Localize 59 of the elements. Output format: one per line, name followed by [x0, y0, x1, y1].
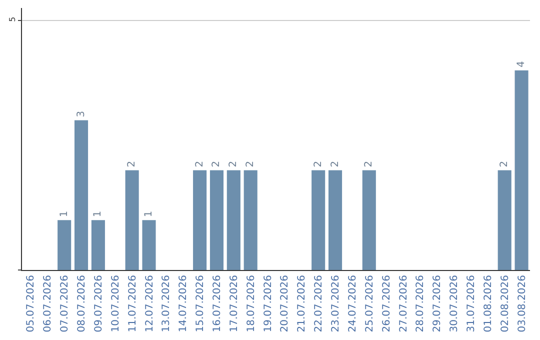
bar: [58, 220, 72, 270]
x-tick-label: 08.07.2026: [76, 275, 88, 332]
x-tick-label: 16.07.2026: [212, 275, 223, 332]
bar: [328, 170, 342, 270]
bar: [74, 120, 88, 270]
bar: [125, 170, 139, 270]
x-tick-label: 09.07.2026: [93, 275, 104, 332]
x-tick-label: 11.07.2026: [127, 275, 138, 332]
x-tick-label: 23.07.2026: [330, 275, 342, 332]
data-label: 1: [58, 210, 70, 218]
x-tick-label: 29.07.2026: [432, 275, 444, 332]
y-tick-label: 5: [8, 16, 17, 22]
data-label: 2: [364, 160, 375, 168]
x-tick-label: 18.07.2026: [246, 275, 257, 332]
bar: [193, 170, 207, 270]
x-tick-label: 24.07.2026: [347, 275, 358, 332]
data-label: 2: [312, 160, 324, 168]
x-tick-label: 20.07.2026: [280, 275, 291, 332]
data-label: 2: [228, 160, 240, 168]
x-tick-label: 27.07.2026: [398, 275, 410, 332]
x-tick-label: 31.07.2026: [466, 275, 477, 332]
x-tick-label: 21.07.2026: [296, 275, 308, 332]
data-label: 2: [245, 160, 256, 168]
x-tick-label: 13.07.2026: [161, 275, 172, 332]
bar: [226, 170, 240, 270]
x-tick-label: 15.07.2026: [195, 275, 206, 332]
bar: [514, 70, 528, 270]
bar: [362, 170, 376, 270]
x-tick-label: 06.07.2026: [42, 275, 54, 332]
data-label: 2: [194, 160, 206, 168]
x-tick-label: 17.07.2026: [228, 275, 240, 332]
x-tick-label: 26.07.2026: [381, 275, 392, 332]
bar: [142, 220, 156, 270]
data-label: 2: [126, 160, 138, 168]
bar: [244, 170, 258, 270]
data-label: 2: [211, 160, 222, 168]
data-label: 1: [92, 210, 104, 218]
x-tick-label: 12.07.2026: [144, 275, 156, 332]
x-tick-label: 14.07.2026: [178, 275, 190, 332]
x-tick-label: 19.07.2026: [262, 275, 274, 332]
x-tick-label: 03.08.2026: [516, 275, 528, 332]
data-label: 2: [330, 160, 341, 168]
x-tick-label: 10.07.2026: [110, 275, 122, 332]
data-label: 3: [76, 110, 87, 118]
x-tick-label: 25.07.2026: [364, 275, 376, 332]
x-tick-label: 05.07.2026: [26, 275, 37, 332]
x-tick-label: 01.08.2026: [482, 275, 494, 332]
x-tick-label: 02.08.2026: [500, 275, 511, 332]
x-tick-label: 22.07.2026: [314, 275, 325, 332]
data-label: 4: [516, 61, 528, 68]
x-tick-label: 28.07.2026: [415, 275, 426, 332]
data-label: 2: [499, 160, 510, 168]
data-label: 1: [144, 210, 154, 218]
bar: [312, 170, 326, 270]
bar: [91, 220, 105, 270]
x-tick-label: 30.07.2026: [449, 275, 460, 332]
bar: [210, 170, 224, 270]
bar: [498, 170, 512, 270]
x-tick-label: 07.07.2026: [60, 275, 71, 332]
